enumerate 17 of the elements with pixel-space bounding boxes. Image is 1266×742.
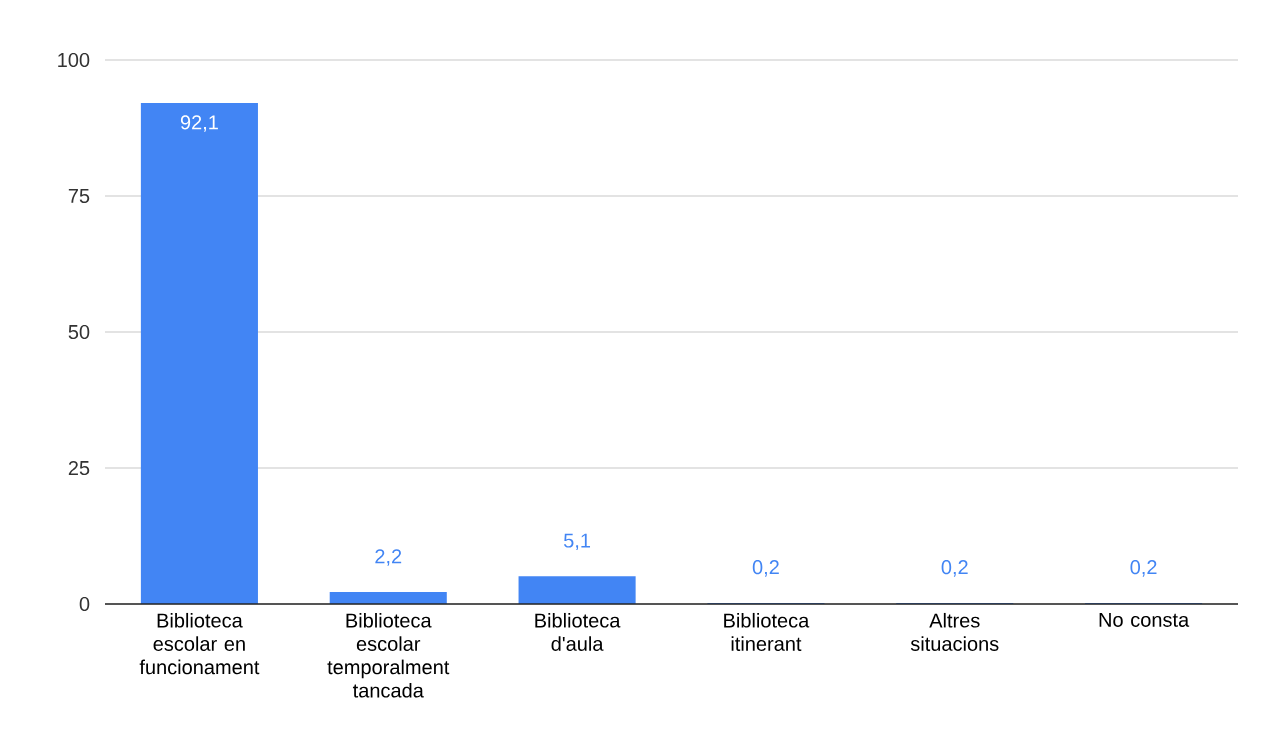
x-tick-label: Biblioteca escolar temporalment tancada	[327, 612, 450, 698]
x-tick-label: Biblioteca d'aula	[535, 612, 621, 651]
y-tick-label: 50	[68, 324, 90, 340]
x-tick-label: Altres situacions	[910, 612, 999, 651]
x-tick-label: Biblioteca escolar en funcionament	[139, 612, 260, 675]
y-tick-label: 25	[68, 460, 90, 476]
data-label: 2,2	[375, 549, 402, 566]
y-tick-label: 75	[68, 189, 90, 203]
data-label: 92,1	[180, 115, 218, 132]
x-tick-label: Biblioteca itinerant	[724, 612, 810, 651]
data-label: 0,2	[752, 560, 779, 577]
y-tick-label: 0	[79, 596, 90, 612]
y-tick-label: 100	[58, 52, 90, 68]
data-label: 0,2	[941, 560, 968, 577]
x-tick-label: No consta	[1099, 612, 1190, 627]
data-label: 0,2	[1130, 560, 1157, 577]
data-label: 5,1	[563, 533, 591, 550]
